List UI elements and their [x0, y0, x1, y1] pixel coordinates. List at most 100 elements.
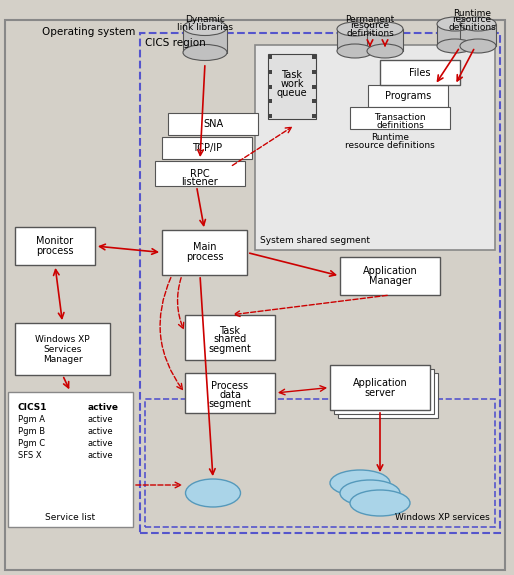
Text: CICS1: CICS1 [18, 402, 47, 412]
Bar [268, 114, 272, 118]
Text: Manager: Manager [43, 355, 82, 363]
Ellipse shape [183, 44, 227, 60]
Ellipse shape [186, 479, 241, 507]
Text: shared: shared [213, 335, 247, 344]
FancyBboxPatch shape [15, 323, 110, 375]
FancyBboxPatch shape [162, 137, 252, 159]
Ellipse shape [460, 39, 496, 53]
Text: Runtime: Runtime [453, 9, 491, 17]
Text: link libraries: link libraries [177, 24, 233, 33]
Bar [337, 29, 373, 51]
Bar [312, 99, 316, 104]
Text: server: server [364, 388, 395, 397]
Text: Pgm A: Pgm A [18, 415, 45, 424]
Text: Programs: Programs [385, 91, 431, 101]
Ellipse shape [350, 490, 410, 516]
Text: segment: segment [209, 399, 251, 409]
Text: RPC: RPC [190, 169, 210, 179]
Ellipse shape [183, 20, 227, 36]
FancyBboxPatch shape [185, 315, 275, 360]
FancyBboxPatch shape [340, 257, 440, 295]
Ellipse shape [367, 44, 403, 58]
FancyBboxPatch shape [168, 113, 258, 135]
Text: work: work [280, 79, 304, 89]
Text: Windows XP services: Windows XP services [395, 513, 490, 522]
FancyBboxPatch shape [162, 230, 247, 275]
Bar [268, 55, 272, 59]
Text: data: data [219, 390, 241, 400]
Bar [312, 114, 316, 118]
Text: Task: Task [282, 70, 303, 80]
FancyBboxPatch shape [155, 161, 245, 186]
Text: Service list: Service list [45, 512, 96, 522]
Bar [268, 99, 272, 104]
Text: SNA: SNA [203, 119, 223, 129]
Text: active: active [88, 439, 114, 447]
Bar [312, 85, 316, 89]
Ellipse shape [460, 17, 496, 31]
Bar [367, 29, 403, 51]
Ellipse shape [337, 22, 373, 36]
Text: active: active [88, 427, 114, 435]
Ellipse shape [367, 22, 403, 36]
Text: Permanent: Permanent [345, 14, 395, 24]
Text: Files: Files [409, 68, 431, 78]
Text: Pgm C: Pgm C [18, 439, 45, 447]
FancyBboxPatch shape [334, 369, 434, 414]
Text: active: active [88, 402, 119, 412]
Ellipse shape [437, 17, 473, 31]
FancyBboxPatch shape [350, 107, 450, 129]
Text: Manager: Manager [369, 276, 411, 286]
Bar [268, 54, 316, 119]
Text: Dynamic: Dynamic [185, 16, 225, 25]
Text: Services: Services [43, 344, 82, 354]
Ellipse shape [437, 39, 473, 53]
Ellipse shape [340, 480, 400, 506]
FancyBboxPatch shape [255, 45, 495, 250]
Text: listener: listener [181, 177, 218, 187]
Text: Operating system: Operating system [42, 27, 135, 37]
Text: Monitor: Monitor [36, 236, 74, 246]
FancyBboxPatch shape [330, 365, 430, 410]
Text: definitions: definitions [376, 121, 424, 131]
Text: active: active [88, 450, 114, 459]
Text: resource definitions: resource definitions [345, 140, 435, 150]
Text: segment: segment [209, 343, 251, 354]
FancyBboxPatch shape [8, 392, 133, 527]
Text: Pgm B: Pgm B [18, 427, 45, 435]
Text: TCP/IP: TCP/IP [192, 143, 222, 153]
Text: Transaction: Transaction [374, 113, 426, 122]
Text: resource: resource [351, 21, 390, 30]
Text: Runtime: Runtime [371, 133, 409, 143]
FancyBboxPatch shape [185, 373, 275, 413]
Text: Main: Main [193, 243, 216, 252]
Text: queue: queue [277, 88, 307, 98]
Text: active: active [88, 415, 114, 424]
Text: resource: resource [452, 16, 491, 25]
Text: Task: Task [219, 325, 241, 335]
Bar [268, 70, 272, 74]
Text: CICS region: CICS region [145, 38, 206, 48]
FancyBboxPatch shape [15, 227, 95, 265]
Text: Windows XP: Windows XP [35, 335, 90, 343]
FancyBboxPatch shape [5, 20, 505, 570]
Ellipse shape [330, 470, 390, 496]
FancyBboxPatch shape [338, 373, 438, 418]
Bar [268, 85, 272, 89]
FancyBboxPatch shape [380, 60, 460, 85]
Bar [437, 24, 473, 46]
Text: definitions: definitions [346, 29, 394, 37]
Text: Process: Process [211, 381, 249, 391]
Text: SFS X: SFS X [18, 450, 42, 459]
Bar [312, 70, 316, 74]
Ellipse shape [337, 44, 373, 58]
FancyBboxPatch shape [368, 85, 448, 107]
Text: System shared segment: System shared segment [260, 236, 370, 245]
Bar [460, 24, 496, 46]
Bar [312, 55, 316, 59]
Text: definitions: definitions [448, 22, 496, 32]
Text: process: process [36, 246, 74, 256]
Text: Application: Application [362, 266, 417, 276]
Text: Application: Application [353, 378, 408, 388]
Text: process: process [186, 252, 223, 263]
